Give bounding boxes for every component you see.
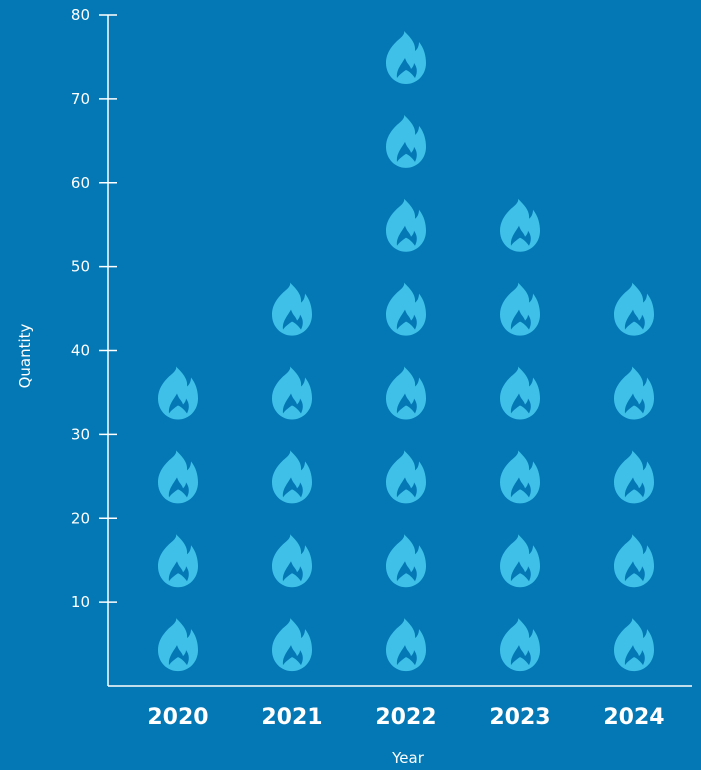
x-tick-label: 2021 <box>261 705 322 730</box>
y-axis: 10 20 30 40 50 60 70 80 <box>71 6 117 686</box>
flame-icon <box>386 450 426 504</box>
y-tick-label: 20 <box>71 509 90 527</box>
x-tick-label: 2024 <box>603 705 664 730</box>
y-tick-label: 50 <box>71 258 90 276</box>
flame-icon <box>614 282 654 336</box>
flame-icon <box>500 450 540 504</box>
y-tick-label: 10 <box>71 593 90 611</box>
flame-icon <box>158 366 198 420</box>
y-tick-label: 30 <box>71 425 90 443</box>
flame-icon <box>386 366 426 420</box>
plot-area <box>158 30 654 672</box>
flame-icon <box>272 534 312 588</box>
flame-icon <box>500 366 540 420</box>
x-axis: 2020 2021 2022 2023 2024 <box>108 685 692 730</box>
flame-icon <box>158 450 198 504</box>
y-tick-label: 60 <box>71 174 90 192</box>
y-tick-label: 70 <box>71 90 90 108</box>
flame-icon <box>386 618 426 672</box>
flame-icon <box>500 198 540 252</box>
y-tick-label: 40 <box>71 342 90 360</box>
flame-icon <box>500 534 540 588</box>
y-axis-title: Quantity <box>16 323 34 388</box>
flame-icon <box>158 618 198 672</box>
flame-icon <box>500 282 540 336</box>
flame-icon <box>272 366 312 420</box>
flame-icon <box>272 282 312 336</box>
flame-icon <box>386 534 426 588</box>
flame-icon <box>614 450 654 504</box>
flame-icon <box>272 618 312 672</box>
flame-icon <box>614 618 654 672</box>
flame-icon <box>272 450 312 504</box>
flame-icon <box>614 366 654 420</box>
flame-icon <box>386 282 426 336</box>
flame-icon <box>614 534 654 588</box>
flame-icon <box>158 534 198 588</box>
x-tick-label: 2023 <box>489 705 550 730</box>
flame-icon <box>386 114 426 168</box>
x-tick-label: 2020 <box>147 705 208 730</box>
flame-icon <box>386 198 426 252</box>
flame-icon <box>500 618 540 672</box>
y-tick-label: 80 <box>71 6 90 24</box>
x-axis-title: Year <box>391 749 425 767</box>
x-tick-label: 2022 <box>375 705 436 730</box>
flame-icon <box>386 30 426 84</box>
